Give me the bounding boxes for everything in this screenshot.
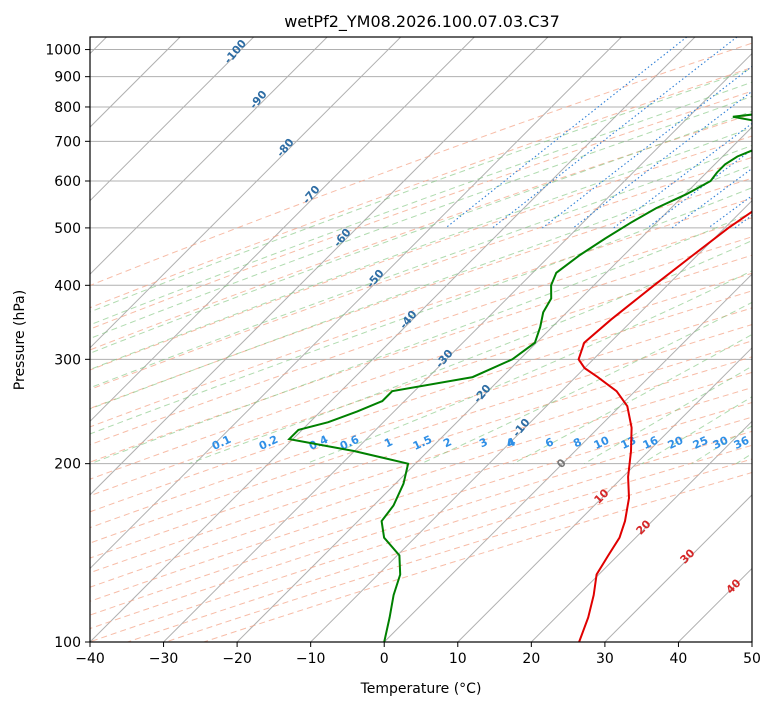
- isotherm-line: [90, 37, 255, 202]
- x-tick-label: 40: [670, 651, 688, 667]
- temperature-line: [577, 210, 752, 642]
- x-tick-label: 20: [522, 651, 540, 667]
- x-axis: −40 −30 −20 −10 0 10 20 30 40 50: [75, 642, 761, 667]
- mixing-ratio-label: 13: [619, 434, 638, 452]
- isotherm-line: [383, 273, 752, 642]
- dry-adiabat-line: [90, 324, 752, 544]
- mixing-ratio-line: [613, 122, 752, 229]
- y-tick-label: 400: [54, 278, 81, 294]
- mixing-ratio-label: 16: [641, 434, 661, 452]
- dry-adiabat-line: [90, 371, 752, 588]
- x-tick-label: −40: [75, 651, 105, 667]
- isotherm-line: [604, 494, 752, 642]
- y-tick-label: 500: [54, 221, 81, 237]
- dry-adiabat-line: [90, 340, 752, 559]
- isotherm-line: [530, 420, 752, 642]
- y-tick-label: 900: [54, 70, 81, 86]
- dry-adiabat-line: [203, 472, 752, 642]
- moist-adiabat-line: [90, 144, 752, 389]
- moist-adiabat-line: [305, 270, 752, 465]
- plot-frame: [89, 36, 753, 643]
- x-tick-label: 10: [449, 651, 467, 667]
- y-tick-label: 100: [54, 635, 81, 651]
- y-tick-label: 600: [54, 174, 81, 190]
- y-tick-label: 800: [54, 100, 81, 116]
- plot-area: 0.1 0.2 0.4 0.6 1 1.5 2 3 4 6 8 10 13 16 20 25 30 36-100-…: [90, 37, 752, 642]
- mixing-ratio-label: 10: [592, 434, 612, 452]
- isotherm-line: [163, 52, 752, 642]
- dry-adiabat-line: [90, 387, 752, 602]
- moist-adiabat-line: [90, 126, 752, 371]
- x-axis-label: Temperature (°C): [360, 681, 482, 697]
- isotherm-line: [90, 37, 402, 349]
- mixing-ratio-line: [542, 65, 752, 229]
- x-tick-label: 50: [743, 651, 761, 667]
- mixing-ratio-line: [671, 167, 752, 229]
- dry-adiabat-line: [90, 307, 752, 529]
- chart-title: wetPf2_YM08.2026.100.07.03.C37: [284, 12, 560, 32]
- x-tick-label: −30: [149, 651, 179, 667]
- y-tick-label: 1000: [45, 43, 81, 59]
- moist-adiabat-line: [420, 301, 752, 465]
- x-tick-label: −10: [296, 651, 326, 667]
- isotherm-line: [90, 37, 622, 570]
- y-axis: 100 200 300 400 500 600 700 800 900 1000: [45, 43, 90, 651]
- dry-adiabat-line: [90, 66, 752, 309]
- y-axis-label: Pressure (hPa): [12, 290, 28, 390]
- moist-adiabat-line: [90, 110, 752, 354]
- y-tick-label: 200: [54, 457, 81, 473]
- mixing-ratio-label: 36: [732, 434, 752, 452]
- mixing-ratio-label: 30: [711, 434, 731, 452]
- isotherm-line: [90, 37, 549, 496]
- x-tick-label: 0: [380, 651, 389, 667]
- mixing-ratio-label: 20: [666, 434, 686, 452]
- mixing-ratio-label: 25: [691, 434, 710, 452]
- moist-adiabat-line: [188, 240, 752, 465]
- moist-adiabat-line: [90, 68, 752, 313]
- x-tick-label: −20: [222, 651, 252, 667]
- dry-adiabat-line: [90, 90, 752, 330]
- dewpoint-line: [287, 113, 752, 642]
- y-tick-label: 300: [54, 352, 81, 368]
- isotherm-line: [90, 37, 328, 275]
- isotherm-line: [310, 199, 752, 642]
- x-tick-label: 30: [596, 651, 614, 667]
- moist-adiabat-line: [90, 164, 752, 410]
- mixing-ratio-line: [445, 37, 688, 229]
- moist-adiabat-line: [90, 187, 752, 435]
- isotherm-line: [90, 37, 475, 423]
- dry-adiabat-line: [90, 356, 752, 574]
- isotherm-line: [457, 347, 752, 642]
- y-tick-label: 700: [54, 134, 81, 150]
- dry-adiabat-line: [165, 458, 752, 642]
- dry-adiabat-line: [90, 290, 752, 513]
- dry-adiabat-line: [90, 272, 752, 497]
- moist-adiabat-line: [90, 212, 752, 465]
- moist-adiabat-line: [90, 95, 752, 340]
- isotherm-line: [236, 126, 752, 642]
